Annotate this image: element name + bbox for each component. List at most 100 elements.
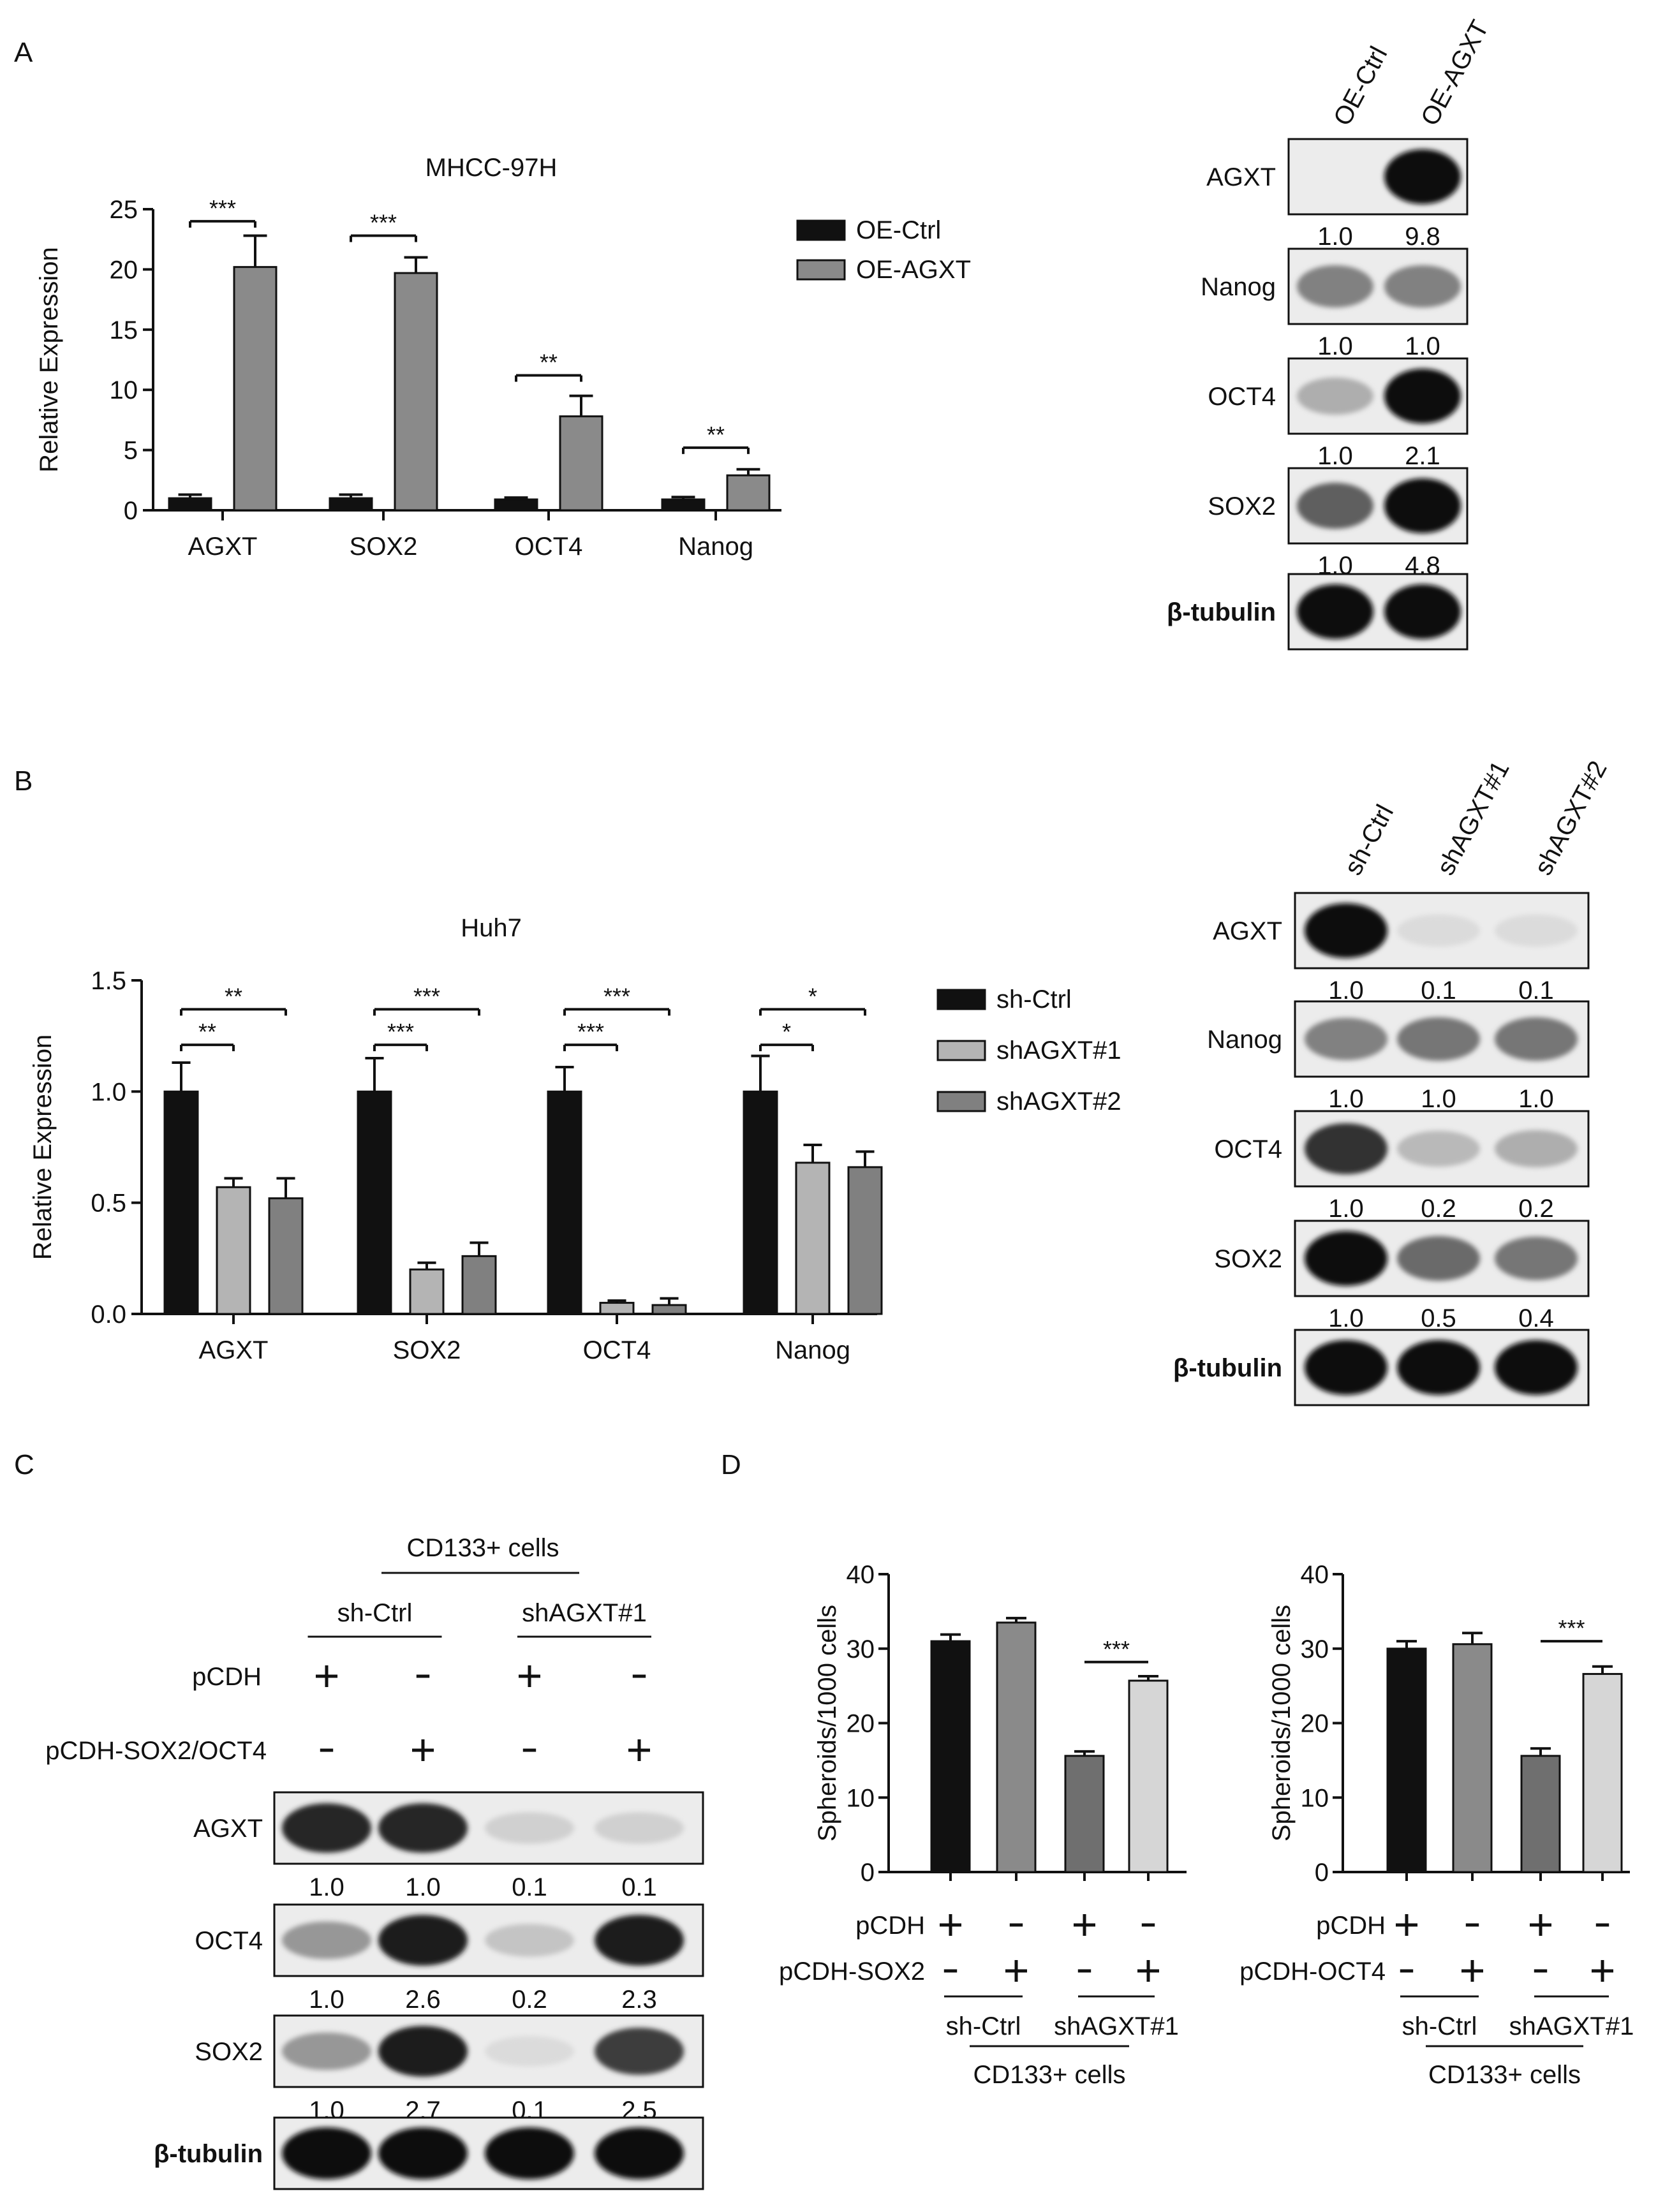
quant-value: 1.0 <box>405 1873 441 1901</box>
bar <box>726 474 771 512</box>
quant-value: 0.1 <box>512 1873 547 1901</box>
condition-label: pCDH <box>192 1663 262 1691</box>
blot-band <box>1305 1123 1387 1175</box>
quant-value: 2.1 <box>1405 442 1440 470</box>
panel-letter-a: A <box>14 37 33 68</box>
blot-band <box>1495 1130 1578 1168</box>
x-tick-label: AGXT <box>188 533 258 561</box>
y-tick-label: 1.0 <box>91 1078 126 1106</box>
blot-band <box>1495 1017 1578 1061</box>
blot-row-label: SOX2 <box>1214 1245 1282 1273</box>
blot-band <box>595 1915 684 1966</box>
group-label: shAGXT#1 <box>1509 2012 1634 2040</box>
lane-label: shAGXT#2 <box>1529 756 1613 880</box>
bar <box>743 1090 778 1315</box>
y-tick-label: 0.0 <box>91 1301 126 1329</box>
quant-value: 1.0 <box>1405 332 1440 360</box>
panel-letter-b: B <box>14 765 33 797</box>
bar <box>357 1090 392 1315</box>
bar <box>494 498 538 512</box>
significance-label: *** <box>413 983 440 1009</box>
bar <box>547 1090 582 1315</box>
quant-value: 1.0 <box>309 1873 344 1901</box>
quant-value: 9.8 <box>1405 223 1440 251</box>
significance-label: *** <box>209 195 236 221</box>
bar <box>1452 1643 1493 1873</box>
y-tick-label: 0.5 <box>91 1190 126 1218</box>
legend-label: OE-Ctrl <box>856 216 941 244</box>
quant-value: 1.0 <box>1328 1195 1364 1223</box>
blot-row-label: β-tubulin <box>154 2140 263 2168</box>
significance-label: * <box>808 983 817 1009</box>
y-tick-label: 20 <box>110 256 138 284</box>
bar <box>409 1268 445 1315</box>
quant-value: 1.0 <box>1328 977 1364 1005</box>
bar <box>559 415 603 512</box>
bar <box>795 1161 831 1315</box>
bar <box>233 266 277 512</box>
quant-value: 0.4 <box>1518 1304 1554 1332</box>
blot-band <box>378 1803 468 1853</box>
bar <box>163 1090 199 1315</box>
blot-band <box>1305 1017 1387 1061</box>
significance-label: *** <box>577 1019 604 1045</box>
quant-value: 0.1 <box>1518 977 1554 1005</box>
group-label: sh-Ctrl <box>946 2012 1021 2040</box>
blot-band <box>282 1803 371 1853</box>
blot-band <box>282 1921 371 1959</box>
bar <box>996 1621 1037 1873</box>
blot-band <box>485 2036 574 2067</box>
blot-band <box>1297 584 1373 640</box>
quant-value: 1.0 <box>1328 1304 1364 1332</box>
x-tick-label: SOX2 <box>393 1336 461 1364</box>
blot-band <box>1384 368 1461 424</box>
y-tick-label: 0 <box>124 497 138 525</box>
blot-band <box>595 2127 684 2179</box>
bar <box>651 1304 687 1315</box>
bar <box>661 498 706 512</box>
blot-band <box>1397 1339 1480 1396</box>
bar <box>216 1186 251 1315</box>
chart-title: Huh7 <box>461 914 522 942</box>
legend-swatch <box>936 1091 986 1112</box>
blot-band <box>1297 377 1373 415</box>
blot-band <box>1297 482 1373 529</box>
condition-label: pCDH <box>1316 1912 1386 1940</box>
y-tick-label: 0 <box>1315 1859 1329 1887</box>
legend-label: shAGXT#2 <box>996 1088 1121 1116</box>
blot-band <box>1397 1235 1480 1281</box>
quant-value: 2.6 <box>405 1986 441 2014</box>
blot-row-label: OCT4 <box>1208 383 1276 411</box>
bar <box>599 1302 635 1315</box>
blot-band <box>1384 265 1461 308</box>
y-axis-label: Relative Expression <box>35 247 63 473</box>
y-tick-label: 20 <box>847 1710 875 1738</box>
blot-band <box>1397 1017 1480 1061</box>
quant-value: 0.1 <box>621 1873 657 1901</box>
y-tick-label: 5 <box>124 437 138 465</box>
y-tick-label: 10 <box>847 1784 875 1812</box>
blot-row-label: AGXT <box>1213 917 1282 945</box>
legend-label: sh-Ctrl <box>996 985 1072 1014</box>
y-tick-label: 30 <box>1301 1635 1329 1663</box>
legend-label: shAGXT#1 <box>996 1036 1121 1065</box>
y-tick-label: 40 <box>847 1561 875 1589</box>
panel-letter-c: C <box>14 1449 34 1480</box>
blot-band <box>1384 478 1461 534</box>
blot-band <box>378 2127 468 2179</box>
y-tick-label: 10 <box>110 376 138 404</box>
legend-swatch <box>936 1040 986 1061</box>
bar <box>168 497 212 512</box>
quant-value: 2.3 <box>621 1986 657 2014</box>
blot-row-label: AGXT <box>193 1815 263 1843</box>
x-tick-label: Nanog <box>775 1336 850 1364</box>
quant-value: 1.0 <box>1317 223 1353 251</box>
bar <box>1582 1672 1623 1873</box>
significance-label: ** <box>707 422 725 448</box>
significance-label: *** <box>603 983 630 1009</box>
blot-row-label: OCT4 <box>1214 1135 1282 1163</box>
bar <box>1386 1648 1427 1873</box>
blot-band <box>595 2028 684 2075</box>
blot-band <box>1305 1230 1387 1287</box>
